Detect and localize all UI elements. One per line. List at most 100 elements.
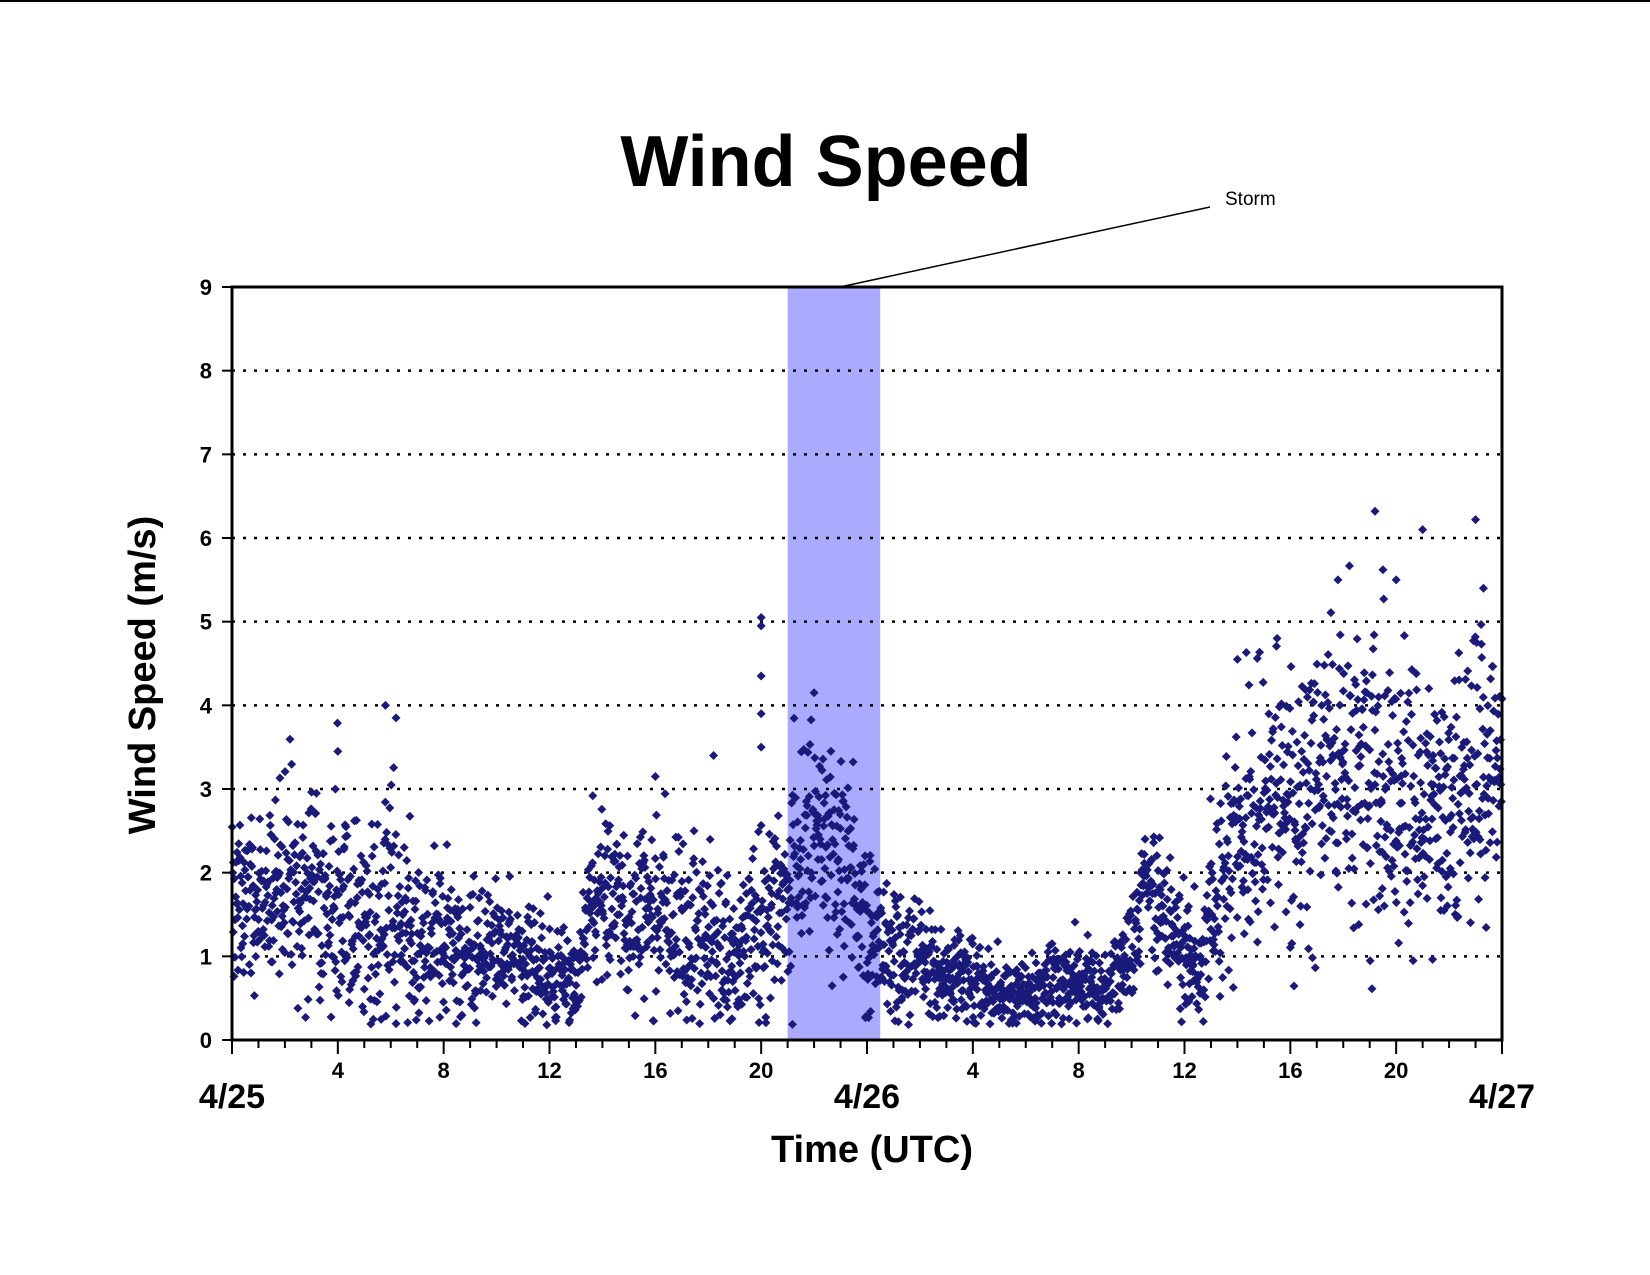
data-point [817,854,827,864]
x-tick-label: 8 [1073,1058,1085,1083]
data-point [978,962,988,972]
data-point [793,817,803,827]
data-point [1215,948,1225,958]
data-point [839,899,849,909]
data-point [1356,752,1366,762]
data-point [879,940,889,950]
data-point [237,921,247,931]
data-point [447,969,457,979]
data-point [1226,888,1236,898]
data-point [911,968,921,978]
data-point [491,874,501,884]
data-point [1268,724,1278,734]
y-tick-label: 7 [200,442,212,467]
data-point [737,924,747,934]
data-point [237,952,247,962]
data-point [1289,892,1299,902]
data-point [774,886,784,896]
data-point [921,924,931,934]
data-point [1309,697,1319,707]
data-point [1333,838,1343,848]
data-point [1262,785,1272,795]
data-point [1277,847,1287,857]
data-point [1239,929,1249,939]
data-point [838,972,848,982]
data-point [1371,841,1381,851]
data-point [1091,951,1101,961]
data-point [716,878,726,888]
data-point [1288,750,1298,760]
data-point [709,751,719,761]
data-point [315,859,325,869]
data-point [826,870,836,880]
data-point [1475,704,1485,714]
data-point [846,863,856,873]
data-point [1492,753,1502,763]
data-point [317,941,327,951]
data-point [1289,981,1299,991]
x-tick-label: 4 [967,1058,980,1083]
data-point [465,964,475,974]
data-point [378,866,388,876]
data-point [267,957,277,967]
data-point [401,928,411,938]
data-point [787,1019,797,1029]
data-point [801,898,811,908]
data-point [274,969,284,979]
data-point [821,790,831,800]
data-point [1416,778,1426,788]
data-point [606,873,616,883]
data-point [1449,753,1459,763]
data-point [258,924,268,934]
data-point [1235,861,1245,871]
data-point [389,977,399,987]
data-point [1241,813,1251,823]
data-point [1425,732,1435,742]
data-point [1356,815,1366,825]
data-point [1375,891,1385,901]
data-point [895,929,905,939]
data-point [886,918,896,928]
data-point [1474,806,1484,816]
data-point [327,915,337,925]
data-point [1187,992,1197,1002]
data-point [1088,957,1098,967]
data-point [785,875,795,885]
data-point [936,924,946,934]
data-point [831,790,841,800]
data-point [1317,821,1327,831]
data-point [962,1016,972,1026]
x-tick-label: 16 [643,1058,667,1083]
data-point [795,835,805,845]
data-point [1314,779,1324,789]
data-point [803,851,813,861]
data-point [1307,819,1317,829]
data-point [273,850,283,860]
data-point [1270,922,1280,932]
data-point [487,991,497,1001]
data-point [549,992,559,1002]
data-point [1459,774,1469,784]
data-point [297,950,307,960]
data-point [1448,822,1458,832]
data-point [419,918,429,928]
data-point [424,1016,434,1026]
data-point [651,810,661,820]
data-point [1232,913,1242,923]
data-point [1340,739,1350,749]
data-point [1344,776,1354,786]
data-point [760,961,770,971]
data-point [1338,757,1348,767]
x-tick-label: 12 [1172,1058,1196,1083]
data-point [583,962,593,972]
data-point [298,820,308,830]
data-point [1103,1019,1113,1029]
data-point [680,886,690,896]
data-point [412,973,422,983]
data-point [1141,871,1151,881]
data-point [507,975,517,985]
data-point [687,1013,697,1023]
data-point [314,982,324,992]
data-point [434,970,444,980]
data-point [702,960,712,970]
